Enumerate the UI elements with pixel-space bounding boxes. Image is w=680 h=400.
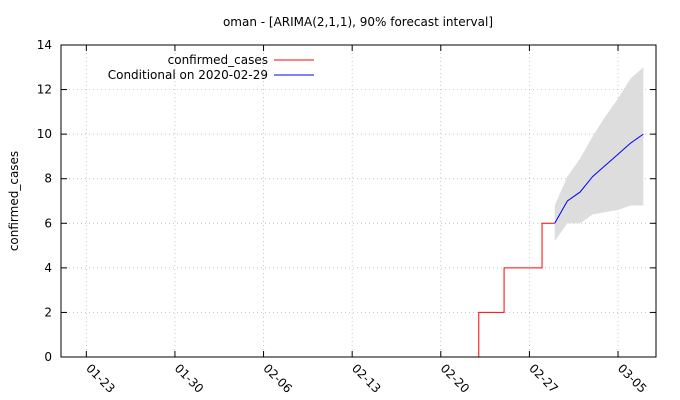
grid-lines: [61, 45, 656, 357]
y-tick-label: 4: [44, 261, 52, 275]
x-tick-label: 02-27: [526, 361, 561, 396]
x-tick-label: 01-23: [83, 361, 118, 396]
x-tick-label: 01-30: [172, 361, 207, 396]
x-tick-label: 03-05: [615, 361, 650, 396]
x-tick-label: 02-13: [349, 361, 384, 396]
y-tick-label: 12: [37, 83, 52, 97]
y-tick-label: 0: [44, 350, 52, 364]
series-lines: [478, 133, 644, 357]
x-tick-label: 02-20: [438, 361, 473, 396]
plot-frame: [60, 44, 657, 358]
y-axis-label: confirmed_cases: [7, 151, 21, 251]
forecast-interval-band: [554, 67, 644, 242]
y-tick-label: 10: [37, 127, 52, 141]
legend-label-0: confirmed_cases: [168, 53, 268, 67]
y-tick-label: 2: [44, 305, 52, 319]
forecast-band: [554, 67, 644, 242]
legend-label-1: Conditional on 2020-02-29: [108, 68, 268, 82]
y-tick-label: 8: [44, 172, 52, 186]
y-tick-label: 14: [37, 38, 52, 52]
y-tick-label: 6: [44, 216, 52, 230]
series-line-0: [478, 222, 555, 357]
series-line-1: [554, 133, 644, 224]
chart-title: oman - [ARIMA(2,1,1), 90% forecast inter…: [223, 15, 493, 29]
x-tick-label: 02-06: [260, 361, 295, 396]
